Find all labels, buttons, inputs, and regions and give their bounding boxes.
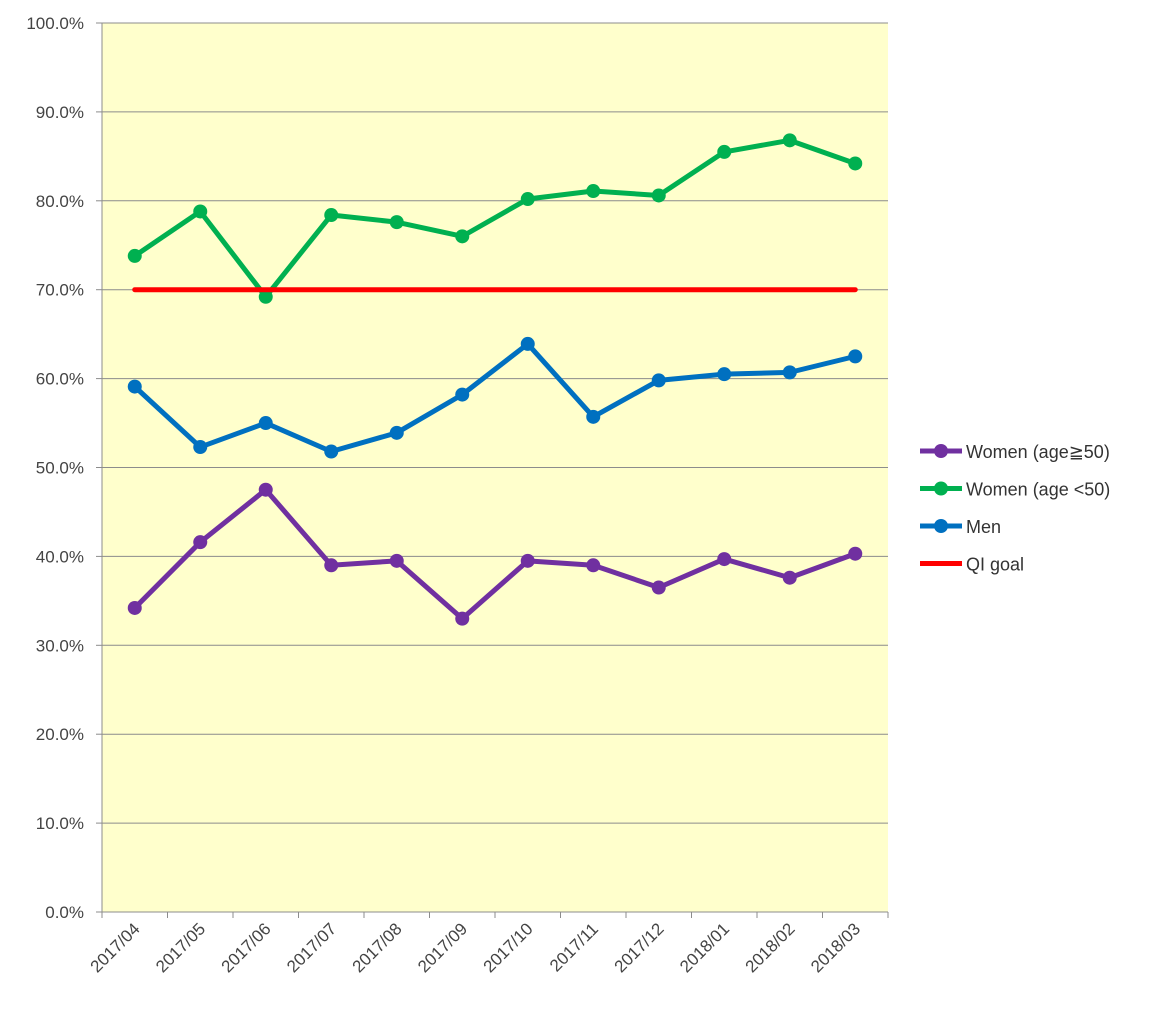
data-point xyxy=(193,204,208,219)
y-tick-label: 40.0% xyxy=(36,547,84,566)
axes xyxy=(96,22,889,918)
data-point xyxy=(455,611,470,626)
x-tick-label: 2018/02 xyxy=(742,919,799,976)
data-point xyxy=(782,133,797,148)
data-point xyxy=(389,215,404,230)
series-layer xyxy=(127,133,863,626)
x-tick-label: 2017/04 xyxy=(87,919,144,976)
data-point xyxy=(193,535,208,550)
data-point xyxy=(520,553,535,568)
data-point xyxy=(782,570,797,585)
data-point xyxy=(455,229,470,244)
x-tick-label: 2017/05 xyxy=(152,919,209,976)
data-point xyxy=(651,580,666,595)
data-point xyxy=(586,409,601,424)
y-tick-label: 60.0% xyxy=(36,370,84,389)
y-tick-label: 20.0% xyxy=(36,725,84,744)
y-tick-label: 50.0% xyxy=(36,459,84,478)
x-tick-label: 2017/07 xyxy=(283,919,340,976)
data-point xyxy=(586,184,601,199)
data-point xyxy=(258,416,273,431)
data-point xyxy=(258,289,273,304)
legend-marker xyxy=(934,519,948,533)
data-point xyxy=(258,482,273,497)
x-tick-label: 2017/12 xyxy=(611,919,668,976)
x-tick-label: 2017/10 xyxy=(480,919,537,976)
data-point xyxy=(586,558,601,573)
legend: Women (age≧50) Women (age <50) Men QI goal xyxy=(920,442,1110,575)
data-point xyxy=(127,379,142,394)
data-point xyxy=(848,156,863,171)
legend-marker xyxy=(934,444,948,458)
data-point xyxy=(127,248,142,263)
data-point xyxy=(127,600,142,615)
data-point xyxy=(520,192,535,207)
legend-marker xyxy=(934,481,948,496)
x-axis-tick-labels: 2017/04 2017/05 2017/06 2017/07 2017/08 2017/… xyxy=(87,919,864,976)
x-tick-label: 2018/01 xyxy=(676,919,733,976)
data-point xyxy=(389,553,404,568)
y-tick-label: 80.0% xyxy=(36,192,84,211)
y-axis-tick-labels: 0.0% 10.0% 20.0% 30.0% 40.0% 50.0% 60.0% 70.0% 8… xyxy=(26,14,84,922)
x-tick-label: 2017/11 xyxy=(546,919,602,975)
legend-label: Women (age <50) xyxy=(966,480,1110,500)
data-point xyxy=(193,440,208,455)
data-point xyxy=(651,188,666,203)
series-line xyxy=(132,487,858,622)
data-point xyxy=(717,367,732,382)
data-point xyxy=(848,546,863,561)
x-tick-label: 2017/08 xyxy=(349,919,406,976)
data-point xyxy=(717,552,732,567)
x-tick-label: 2017/06 xyxy=(218,919,275,976)
data-point xyxy=(455,387,470,402)
y-tick-label: 30.0% xyxy=(36,636,84,655)
data-point xyxy=(389,425,404,440)
y-tick-label: 90.0% xyxy=(36,103,84,122)
series-line xyxy=(132,341,858,454)
data-point xyxy=(782,365,797,380)
series-line xyxy=(132,137,858,300)
data-point xyxy=(717,144,732,159)
x-tick-label: 2017/09 xyxy=(414,919,471,976)
legend-label: Men xyxy=(966,517,1001,537)
data-point xyxy=(520,336,535,351)
y-tick-label: 100.0% xyxy=(26,14,84,33)
legend-label: QI goal xyxy=(966,555,1024,575)
y-tick-label: 10.0% xyxy=(36,814,84,833)
data-point xyxy=(324,444,339,459)
y-tick-label: 70.0% xyxy=(36,281,84,300)
legend-label: Women (age≧50) xyxy=(966,442,1110,462)
data-point xyxy=(324,208,339,223)
data-point xyxy=(651,373,666,388)
data-point xyxy=(848,349,863,364)
x-tick-label: 2018/03 xyxy=(807,919,864,976)
data-point xyxy=(324,558,339,573)
y-tick-label: 0.0% xyxy=(45,903,84,922)
